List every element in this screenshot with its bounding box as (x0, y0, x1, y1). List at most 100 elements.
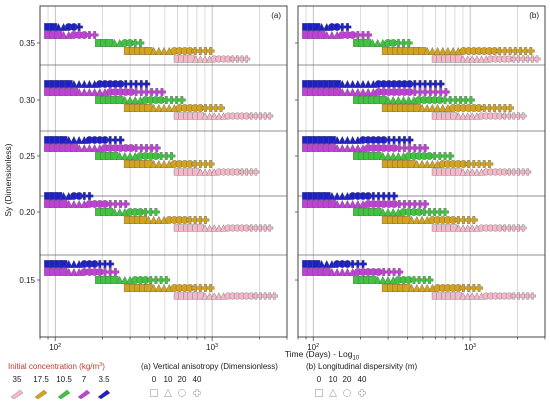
legend-anisotropy-marker (178, 389, 186, 397)
data-point (110, 38, 119, 47)
data-point (196, 47, 205, 55)
data-point (468, 292, 476, 300)
data-point (69, 259, 78, 268)
data-point (441, 152, 449, 160)
data-point (353, 31, 362, 39)
data-point (454, 216, 463, 224)
legend-anisotropy-marker (193, 389, 201, 397)
data-point (243, 168, 251, 176)
data-point (516, 47, 525, 55)
legend-swatch (57, 389, 71, 400)
legend-anisotropy-label: 20 (178, 375, 187, 384)
data-point (64, 267, 73, 276)
data-point (191, 47, 199, 55)
data-point (506, 47, 514, 55)
data-point (132, 88, 140, 96)
series-row-conc-3.5 (44, 135, 125, 144)
data-point (410, 276, 418, 284)
series-row-conc-35 (173, 168, 260, 176)
panel-frame (39, 5, 288, 338)
data-point (64, 199, 73, 208)
data-point (154, 283, 163, 292)
data-point (464, 292, 472, 300)
data-point (243, 55, 251, 63)
series-row-conc-17.5 (381, 103, 514, 112)
data-point (495, 47, 504, 55)
data-point (464, 168, 472, 176)
data-point (469, 284, 478, 292)
legend-swatch (77, 389, 91, 400)
data-point (428, 46, 437, 55)
data-point (359, 31, 367, 39)
data-point (384, 275, 393, 284)
data-point (111, 268, 120, 276)
data-point (127, 80, 135, 88)
data-point (464, 160, 473, 168)
data-point (416, 200, 424, 208)
data-point (252, 168, 260, 176)
data-point (69, 199, 78, 208)
data-point (353, 79, 362, 88)
sy-group-0.3 (44, 79, 274, 120)
data-point (368, 38, 377, 47)
data-point (142, 88, 151, 96)
data-point (519, 292, 527, 300)
sy-group-0.2 (302, 191, 527, 232)
y-axis: 0.15 0.20 0.25 0.30 0.35 (19, 39, 40, 285)
legend-dispersivity-marker (315, 389, 323, 397)
data-point (441, 96, 449, 104)
data-point (149, 215, 158, 224)
data-point (177, 96, 186, 104)
series-row-conc-7 (302, 267, 404, 276)
data-point (423, 46, 432, 55)
sy-group-0.15 (302, 259, 536, 300)
data-point (201, 292, 209, 300)
data-point (384, 207, 393, 216)
y-tick-label: 0.25 (19, 152, 35, 161)
data-point (126, 95, 135, 104)
data-point (515, 224, 522, 232)
data-point (247, 168, 255, 176)
data-point (435, 152, 444, 160)
data-point (421, 200, 430, 208)
data-point (154, 103, 163, 112)
data-point (343, 199, 352, 208)
data-point (211, 104, 220, 112)
data-point (115, 275, 124, 284)
series-row-conc-10.5 (353, 38, 413, 47)
data-point (524, 55, 532, 63)
data-point (215, 224, 223, 232)
data-point (196, 216, 205, 224)
data-point (379, 192, 388, 200)
data-point (410, 144, 419, 152)
data-point (461, 96, 470, 104)
data-point (210, 224, 218, 232)
data-point (201, 47, 210, 55)
data-point (405, 200, 414, 208)
data-point (420, 208, 429, 216)
data-point (464, 55, 472, 63)
data-point (423, 159, 432, 168)
data-point (162, 152, 171, 160)
data-point (348, 135, 357, 144)
data-point (410, 88, 419, 96)
data-point (473, 168, 481, 176)
data-point (423, 103, 432, 112)
data-point (501, 112, 509, 120)
data-point (459, 292, 467, 300)
data-point (333, 135, 342, 144)
data-point (528, 292, 536, 300)
series-row-conc-10.5 (353, 95, 475, 104)
data-point (80, 192, 89, 200)
legend-dispersivity-label: 0 (317, 375, 322, 384)
data-point (333, 267, 342, 276)
legend-anisotropy: (a) Vertical anisotropy (Dimensionless) 0… (141, 362, 278, 397)
panel-tag: (b) (529, 11, 539, 20)
data-point (64, 135, 73, 144)
data-point (261, 224, 269, 232)
data-point (510, 168, 518, 176)
data-point (420, 276, 429, 284)
legend-dispersivity-label: 40 (358, 375, 367, 384)
legend-swatch (34, 389, 48, 400)
